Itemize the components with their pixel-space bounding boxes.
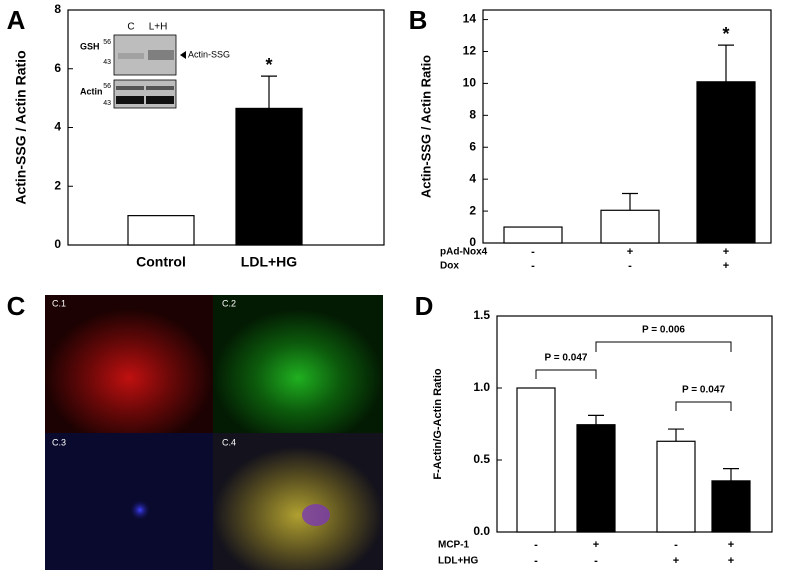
y-axis-label: Actin-SSG / Actin Ratio bbox=[13, 50, 29, 204]
bar bbox=[576, 424, 616, 533]
image-label: C.3 bbox=[52, 437, 66, 447]
inset-blot bbox=[113, 34, 186, 109]
micrograph bbox=[45, 295, 383, 570]
y-tick-label: 8 bbox=[54, 2, 61, 16]
marker: 56 bbox=[103, 39, 111, 46]
row-sign: + bbox=[627, 246, 633, 258]
row-sign: - bbox=[531, 260, 535, 272]
image-label: C.4 bbox=[222, 437, 236, 447]
panel-label: D bbox=[415, 291, 434, 321]
y-tick-label: 2 bbox=[54, 178, 61, 192]
bar bbox=[127, 215, 195, 246]
bar bbox=[600, 209, 660, 244]
y-tick-label: 14 bbox=[463, 12, 477, 26]
row-label: MCP-1 bbox=[438, 540, 470, 551]
lane-label: C bbox=[127, 22, 134, 33]
row-sign: - bbox=[534, 539, 538, 551]
y-tick-label: 1.5 bbox=[473, 308, 490, 322]
y-tick-label: 2 bbox=[469, 203, 476, 217]
marker: 56 bbox=[103, 83, 111, 90]
row-sign: + bbox=[723, 246, 729, 258]
row-sign: - bbox=[594, 555, 598, 567]
image-label: C.1 bbox=[52, 298, 66, 308]
y-tick-label: 12 bbox=[463, 44, 477, 58]
bar bbox=[711, 480, 751, 533]
image-label: C.2 bbox=[222, 298, 236, 308]
blot-label: Actin bbox=[80, 86, 103, 96]
y-tick-label: 1.0 bbox=[473, 380, 490, 394]
row-label: LDL+HG bbox=[438, 556, 479, 567]
row-sign: + bbox=[728, 539, 734, 551]
row-sign: - bbox=[628, 260, 632, 272]
y-tick-label: 4 bbox=[54, 120, 61, 134]
error-bar bbox=[668, 428, 684, 442]
row-sign: + bbox=[673, 555, 679, 567]
plot-frame bbox=[496, 315, 773, 533]
marker: 43 bbox=[103, 100, 111, 107]
y-tick-label: 0 bbox=[54, 237, 61, 251]
annotation: * bbox=[265, 55, 272, 75]
y-axis-label: F-Actin/G-Actin Ratio bbox=[432, 368, 444, 479]
row-label: Dox bbox=[440, 261, 459, 272]
y-tick-label: 0.5 bbox=[473, 452, 490, 466]
y-tick-label: 0.0 bbox=[473, 524, 490, 538]
bar bbox=[696, 81, 756, 244]
error-bar bbox=[622, 192, 638, 211]
y-tick-label: 6 bbox=[54, 61, 61, 75]
row-sign: - bbox=[531, 246, 535, 258]
error-bar bbox=[723, 468, 739, 481]
panel-label: C bbox=[7, 291, 26, 321]
row-sign: + bbox=[723, 260, 729, 272]
y-tick-label: 8 bbox=[469, 108, 476, 122]
bar bbox=[656, 440, 696, 533]
row-sign: - bbox=[534, 555, 538, 567]
blot-label: GSH bbox=[80, 41, 100, 51]
band-label: Actin-SSG bbox=[188, 49, 230, 59]
bracket bbox=[535, 369, 597, 379]
x-tick-label: LDL+HG bbox=[241, 254, 298, 270]
error-bar bbox=[261, 75, 277, 109]
y-tick-label: 6 bbox=[469, 139, 476, 153]
bar bbox=[503, 226, 563, 244]
panel-label: A bbox=[7, 5, 26, 35]
bracket bbox=[595, 341, 732, 352]
p-value: P = 0.006 bbox=[642, 325, 685, 336]
row-sign: + bbox=[728, 555, 734, 567]
panel-label: B bbox=[409, 5, 428, 35]
y-tick-label: 4 bbox=[469, 171, 476, 185]
row-label: pAd-Nox4 bbox=[440, 247, 488, 258]
p-value: P = 0.047 bbox=[545, 353, 588, 364]
lane-label: L+H bbox=[149, 22, 168, 33]
y-tick-label: 0 bbox=[469, 235, 476, 249]
x-tick-label: Control bbox=[136, 254, 186, 270]
error-bar bbox=[718, 44, 734, 82]
bar bbox=[235, 107, 303, 246]
bracket bbox=[675, 401, 732, 411]
y-tick-label: 10 bbox=[463, 76, 477, 90]
annotation: * bbox=[722, 24, 729, 44]
bar bbox=[516, 387, 556, 533]
error-bar bbox=[588, 414, 604, 425]
row-sign: - bbox=[674, 539, 678, 551]
row-sign: + bbox=[593, 539, 599, 551]
y-axis-label: Actin-SSG / Actin Ratio bbox=[418, 55, 433, 198]
p-value: P = 0.047 bbox=[682, 385, 725, 396]
marker: 43 bbox=[103, 59, 111, 66]
